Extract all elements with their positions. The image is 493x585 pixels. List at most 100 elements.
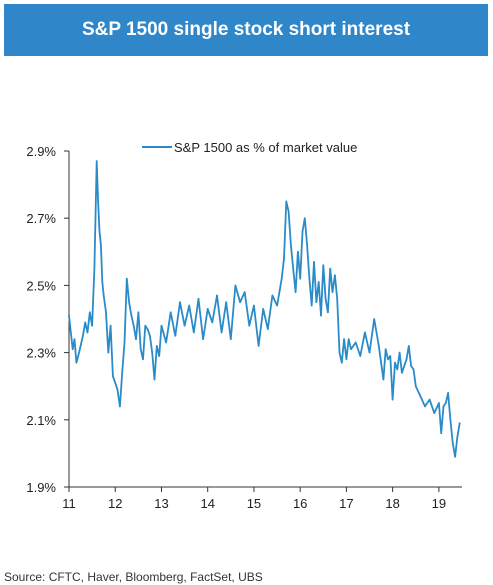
data-point (299, 277, 301, 280)
data-point (156, 345, 158, 347)
data-point (449, 419, 452, 421)
data-point (100, 244, 102, 246)
x-tick-label: 14 (200, 496, 214, 511)
data-point (410, 365, 412, 367)
data-point (280, 277, 283, 280)
data-point (125, 277, 128, 280)
data-point (86, 331, 89, 334)
data-point (70, 331, 72, 334)
data-point (313, 261, 315, 263)
data-point (267, 328, 269, 330)
data-point (144, 324, 147, 327)
data-point (290, 244, 292, 246)
data-point (445, 402, 447, 404)
data-point (389, 355, 392, 357)
data-point (412, 368, 415, 371)
data-point (114, 382, 117, 384)
data-point (183, 324, 186, 327)
data-point (248, 324, 251, 327)
data-point (340, 361, 343, 364)
data-point (169, 311, 172, 314)
y-tick-label: 2.1% (26, 413, 56, 428)
data-point (304, 217, 306, 219)
x-tick-label: 13 (154, 496, 168, 511)
data-point (331, 291, 334, 293)
data-point (206, 308, 209, 310)
data-point (454, 455, 456, 458)
data-point (324, 298, 327, 300)
data-point (112, 375, 114, 377)
data-point (139, 348, 142, 351)
data-point (93, 267, 96, 270)
data-point (151, 351, 154, 354)
x-tick-label: 18 (385, 496, 399, 511)
data-point (408, 345, 410, 347)
data-point (109, 324, 112, 327)
data-point (202, 338, 204, 340)
data-point (398, 351, 401, 354)
data-point (73, 338, 76, 340)
x-axis-ticks: 11 12 13 14 15 16 17 18 19 (62, 487, 446, 511)
data-point (257, 345, 260, 347)
data-point (146, 328, 149, 330)
data-point (433, 412, 436, 414)
data-point (287, 210, 290, 213)
data-point (165, 341, 167, 344)
data-point (308, 277, 311, 280)
x-tick-label: 17 (339, 496, 353, 511)
data-point (350, 348, 352, 351)
data-point (121, 371, 123, 374)
data-point (440, 432, 442, 435)
data-point (458, 422, 461, 424)
data-point (95, 160, 98, 162)
data-point (79, 345, 82, 347)
y-axis-ticks: 1.9% 2.1% 2.3% 2.5% 2.7% 2.9% (26, 144, 69, 495)
data-point (438, 402, 440, 404)
data-point (345, 358, 348, 361)
data-point (283, 257, 285, 260)
data-point (84, 321, 86, 324)
data-point (234, 284, 237, 287)
data-point (394, 361, 396, 364)
x-tick-label: 15 (247, 496, 261, 511)
data-point (116, 388, 119, 391)
data-point (382, 378, 385, 381)
data-point (107, 351, 110, 354)
data-point (343, 338, 345, 340)
x-tick-label: 12 (108, 496, 122, 511)
data-point (336, 298, 338, 300)
data-point (220, 331, 223, 334)
data-point (216, 294, 218, 297)
data-point (68, 314, 70, 317)
data-point (89, 311, 91, 314)
data-point (306, 244, 308, 246)
data-point (354, 341, 357, 344)
data-point (329, 267, 332, 270)
data-point (142, 358, 144, 361)
data-point (102, 294, 105, 297)
data-point (130, 314, 133, 317)
data-point (174, 335, 177, 337)
data-point (135, 338, 137, 340)
chart-title-banner: S&P 1500 single stock short interest (4, 4, 488, 56)
legend: S&P 1500 as % of market value (142, 140, 357, 155)
data-point (158, 355, 160, 357)
data-point (451, 442, 454, 445)
data-point (377, 345, 380, 347)
legend-label: S&P 1500 as % of market value (174, 140, 357, 155)
data-point (243, 291, 246, 293)
data-point (301, 230, 304, 233)
data-point (315, 301, 318, 304)
data-point (380, 361, 382, 364)
source-note: Source: CFTC, Haver, Bloomberg, FactSet,… (4, 570, 263, 584)
data-point (456, 435, 459, 438)
data-point (188, 304, 191, 307)
x-tick-label: 16 (293, 496, 307, 511)
data-point (137, 311, 140, 314)
data-point (292, 267, 295, 270)
data-point (419, 395, 422, 398)
data-point (424, 405, 426, 408)
data-point (193, 331, 195, 334)
data-point (119, 405, 121, 408)
